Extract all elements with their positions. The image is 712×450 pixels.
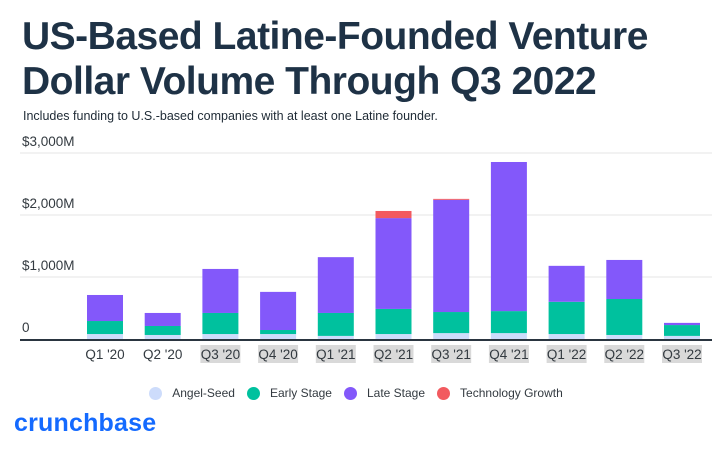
bar-stack[interactable]	[548, 265, 585, 339]
legend-item-technology-growth[interactable]: Technology Growth	[437, 386, 563, 400]
bar-stack[interactable]	[433, 198, 470, 339]
x-tick-highlight	[604, 345, 645, 363]
x-tick-label: Q3 '22	[662, 347, 701, 362]
bar-segment-technology-growth[interactable]	[433, 198, 470, 200]
legend-swatch	[437, 386, 451, 400]
bar-segment-early-stage[interactable]	[490, 311, 527, 334]
x-tick-highlight	[315, 345, 356, 363]
legend-label: Angel-Seed	[172, 386, 235, 400]
bar-segment-angel-seed[interactable]	[202, 334, 239, 339]
y-tick-label: $2,000M	[22, 196, 75, 211]
bar-segment-early-stage[interactable]	[87, 321, 123, 335]
bar-segment-late-stage[interactable]	[548, 265, 585, 302]
bar-segment-early-stage[interactable]	[144, 325, 181, 335]
x-tick-label: Q2 '22	[605, 347, 644, 362]
stacked-bar-chart: 0 $1,000M $2,000M $3,000M Q1 '20 Q2 '20 Q3 '2…	[20, 134, 712, 363]
x-axis-ticks: Q1 '20 Q2 '20 Q3 '20 Q4 '20 Q1 '21 Q2 '21 Q3 '…	[85, 345, 702, 363]
legend-swatch	[246, 386, 260, 400]
chart-subtitle: Includes funding to U.S.-based companies…	[23, 109, 438, 123]
bar-segment-angel-seed[interactable]	[490, 333, 527, 339]
bar-segment-early-stage[interactable]	[260, 330, 297, 335]
bar-segment-late-stage[interactable]	[490, 161, 527, 312]
x-tick-highlight	[488, 345, 529, 363]
bar-segment-late-stage[interactable]	[433, 199, 470, 313]
legend-label: Technology Growth	[460, 386, 563, 400]
bar-stack[interactable]	[144, 312, 181, 339]
bars	[87, 161, 700, 339]
bar-segment-angel-seed[interactable]	[260, 334, 297, 339]
bar-segment-angel-seed[interactable]	[87, 334, 123, 339]
bar-stack[interactable]	[87, 294, 123, 339]
y-tick-label: 0	[22, 320, 30, 335]
bar-segment-late-stage[interactable]	[144, 312, 181, 326]
bar-segment-angel-seed[interactable]	[375, 334, 412, 339]
bar-segment-angel-seed[interactable]	[548, 334, 585, 339]
bar-segment-early-stage[interactable]	[375, 308, 412, 335]
y-tick-label: $3,000M	[22, 134, 75, 149]
x-tick-highlight	[258, 345, 299, 363]
bar-segment-technology-growth[interactable]	[375, 210, 412, 219]
x-tick-highlight	[431, 345, 472, 363]
bar-segment-early-stage[interactable]	[548, 301, 585, 335]
bar-stack[interactable]	[202, 268, 239, 339]
x-tick-highlight	[200, 345, 241, 363]
legend-swatch	[149, 386, 163, 400]
gridlines	[20, 152, 712, 278]
x-tick-highlight	[373, 345, 414, 363]
bar-segment-early-stage[interactable]	[202, 312, 239, 335]
bar-segment-late-stage[interactable]	[375, 218, 412, 309]
bar-segment-early-stage[interactable]	[606, 299, 643, 335]
legend-item-angel-seed[interactable]: Angel-Seed	[149, 386, 235, 400]
bar-segment-late-stage[interactable]	[664, 322, 700, 326]
bar-segment-late-stage[interactable]	[202, 268, 239, 313]
bar-segment-angel-seed[interactable]	[606, 334, 643, 339]
legend: Angel-Seed Early Stage Late Stage Techno…	[0, 386, 712, 400]
bar-segment-early-stage[interactable]	[433, 312, 470, 334]
x-tick-label: Q2 '20	[143, 347, 182, 362]
bar-segment-angel-seed[interactable]	[433, 333, 470, 339]
bar-stack[interactable]	[317, 257, 354, 339]
bar-stack[interactable]	[375, 210, 412, 339]
x-tick-label: Q4 '20	[258, 347, 297, 362]
legend-label: Early Stage	[269, 386, 332, 400]
x-tick-label: Q1 '20	[85, 347, 124, 362]
bar-segment-angel-seed[interactable]	[144, 334, 181, 339]
chart-title: US-Based Latine-Founded Venture Dollar V…	[22, 15, 648, 103]
x-tick-label: Q4 '21	[489, 347, 528, 362]
legend-item-late-stage[interactable]: Late Stage	[343, 386, 426, 400]
legend-item-early-stage[interactable]: Early Stage	[246, 386, 332, 400]
bar-segment-early-stage[interactable]	[317, 312, 354, 336]
x-tick-label: Q2 '21	[374, 347, 413, 362]
bar-segment-late-stage[interactable]	[606, 259, 643, 300]
x-tick-label: Q3 '21	[432, 347, 471, 362]
x-tick-label: Q1 '21	[316, 347, 355, 362]
x-tick-label: Q3 '20	[201, 347, 240, 362]
y-tick-label: $1,000M	[22, 258, 75, 273]
bar-segment-late-stage[interactable]	[87, 294, 123, 322]
bar-segment-angel-seed[interactable]	[317, 335, 354, 339]
bar-segment-early-stage[interactable]	[664, 325, 700, 336]
bar-stack[interactable]	[606, 259, 643, 339]
bar-segment-late-stage[interactable]	[260, 291, 297, 331]
y-axis-ticks: 0 $1,000M $2,000M $3,000M	[22, 134, 75, 335]
legend-swatch	[343, 386, 357, 400]
bar-stack[interactable]	[664, 322, 700, 339]
x-tick-highlight	[546, 345, 587, 363]
x-tick-highlight	[662, 345, 702, 363]
bar-segment-late-stage[interactable]	[317, 257, 354, 313]
legend-label: Late Stage	[366, 386, 426, 400]
bar-stack[interactable]	[260, 291, 297, 339]
bar-stack[interactable]	[490, 161, 527, 339]
crunchbase-logo[interactable]: crunchbase	[14, 409, 157, 437]
x-tick-label: Q1 '22	[547, 347, 586, 362]
bar-segment-angel-seed[interactable]	[664, 335, 700, 339]
